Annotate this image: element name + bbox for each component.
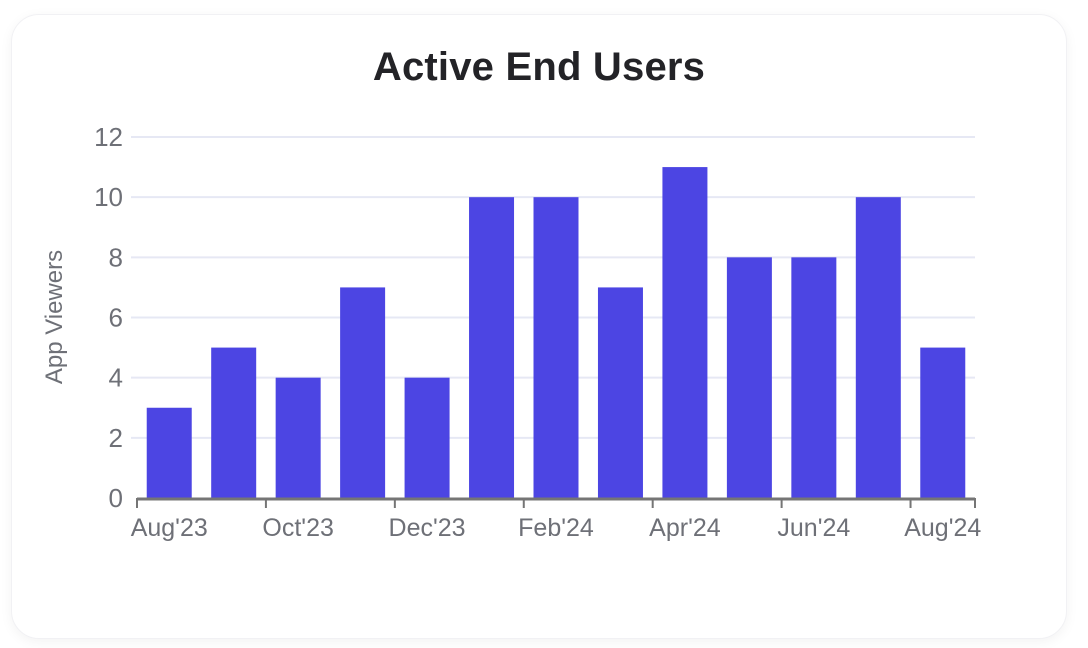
bar-Sep23 xyxy=(211,347,257,498)
bar-Jun24 xyxy=(791,257,837,498)
x-tick-label-Aug23: Aug'23 xyxy=(131,514,208,542)
bar-May24 xyxy=(726,257,772,498)
y-tick-label-4: 4 xyxy=(109,363,123,393)
bar-chart: 0 2 4 6 8 10 12 Aug'23 Oct'23 Dec'23 Feb'24 Apr'24 J… xyxy=(94,122,981,542)
y-tick-label-12: 12 xyxy=(94,122,123,152)
bar-Jul24 xyxy=(855,197,901,498)
y-tick-label-6: 6 xyxy=(109,303,123,333)
bar-Oct23 xyxy=(275,377,321,498)
y-tick-label-2: 2 xyxy=(109,423,123,453)
bar-Dec23 xyxy=(404,377,450,498)
y-tick-label-10: 10 xyxy=(94,182,123,212)
bar-Feb24 xyxy=(533,197,579,498)
x-tick-label-Aug24: Aug'24 xyxy=(904,514,981,542)
x-tick-label-Jun24: Jun'24 xyxy=(777,514,850,542)
x-tick-label-Feb24: Feb'24 xyxy=(518,514,594,542)
bar-Nov23 xyxy=(340,287,386,498)
y-tick-label-8: 8 xyxy=(109,242,123,272)
chart-title: Active End Users xyxy=(372,45,706,89)
bar-Mar24 xyxy=(597,287,643,498)
y-tick-label-0: 0 xyxy=(109,483,123,513)
bar-Aug24 xyxy=(920,347,966,498)
bar-Aug23 xyxy=(146,407,192,498)
bar-Apr24 xyxy=(662,167,708,499)
x-tick-label-Apr24: Apr'24 xyxy=(649,514,721,542)
chart-card: Active End Users App Viewers 0 2 4 6 8 10 12 Au… xyxy=(11,14,1067,639)
x-tick-label-Oct23: Oct'23 xyxy=(262,514,333,542)
bar-Jan24 xyxy=(469,197,515,498)
x-tick-label-Dec23: Dec'23 xyxy=(389,514,466,542)
